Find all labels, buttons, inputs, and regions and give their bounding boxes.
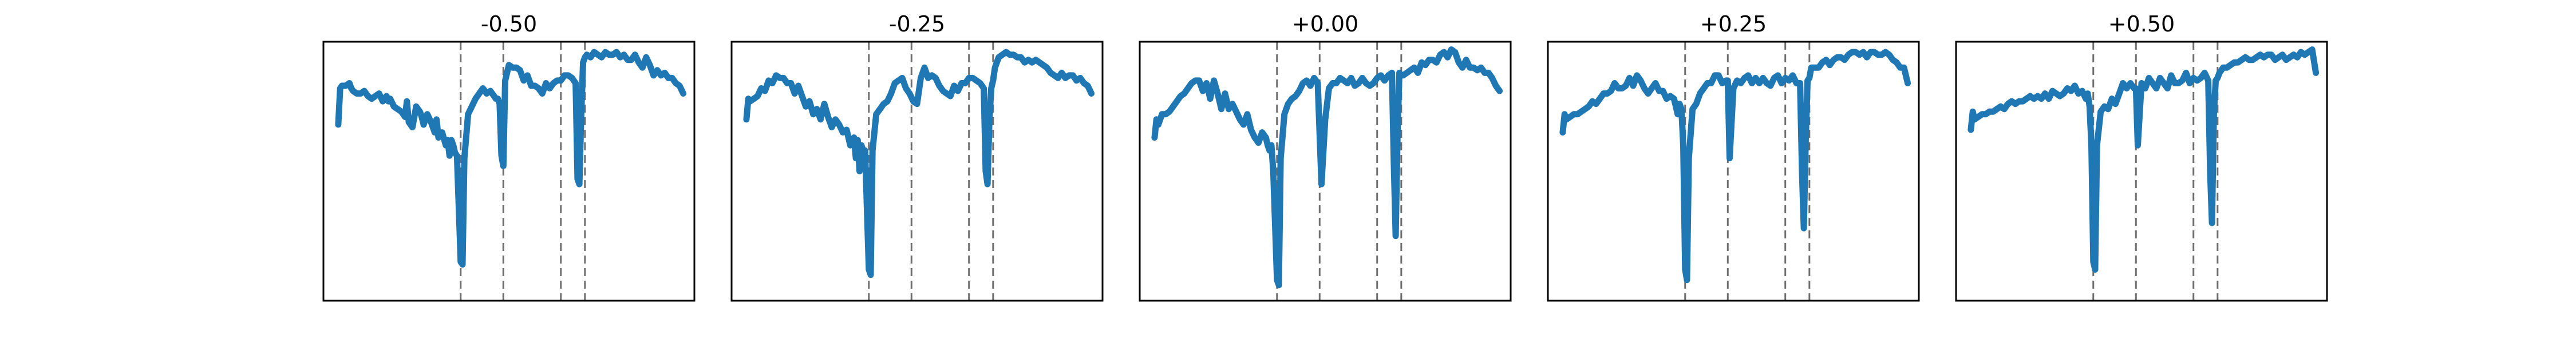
- subplot-title: +0.00: [1292, 11, 1358, 37]
- subplot-title: -0.25: [889, 11, 945, 37]
- series-line: [1151, 46, 1503, 289]
- subplot-title: -0.50: [481, 11, 537, 37]
- series-line: [743, 49, 1095, 278]
- axes-frame: [1139, 41, 1512, 302]
- subplot: +0.50: [1955, 11, 2328, 302]
- axes-frame: [1955, 41, 2328, 302]
- subplot: -0.25: [730, 11, 1104, 302]
- subplot-title: +0.50: [2108, 11, 2175, 37]
- subplot-title: +0.25: [1700, 11, 1767, 37]
- subplot: -0.50: [322, 11, 696, 302]
- axes-frame: [1547, 41, 1920, 302]
- axes-frame: [322, 41, 696, 302]
- axes-frame: [730, 41, 1104, 302]
- series-line: [1559, 49, 1911, 284]
- series-line: [1967, 46, 2320, 273]
- subplot: +0.25: [1547, 11, 1920, 302]
- series-line: [335, 49, 687, 268]
- subplot: +0.00: [1139, 11, 1512, 302]
